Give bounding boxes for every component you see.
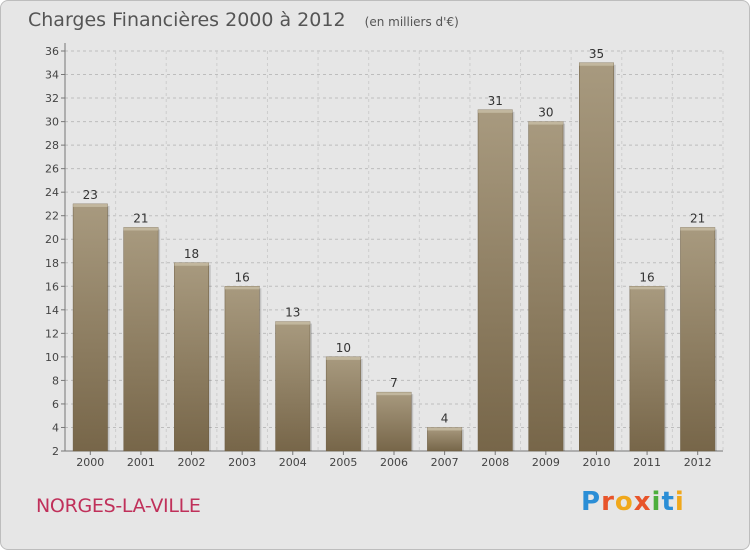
data-label: 21	[133, 211, 148, 225]
bar-2012	[680, 227, 716, 452]
x-tick-label: 2009	[532, 456, 560, 469]
bar-top-highlight	[629, 286, 665, 290]
y-tick-label: 4	[52, 421, 59, 434]
bar-top-highlight	[73, 203, 108, 207]
x-tick-label: 2008	[481, 456, 509, 469]
grid-lines	[64, 50, 724, 452]
y-tick-label: 32	[45, 92, 59, 105]
bar-2007	[427, 427, 463, 452]
x-tick-label: 2007	[431, 456, 459, 469]
x-tick-label: 2011	[633, 456, 661, 469]
y-tick-label: 2	[52, 445, 59, 458]
bar-top-highlight	[275, 321, 310, 325]
data-label: 30	[538, 106, 553, 120]
y-tick-label: 16	[45, 280, 59, 293]
data-labels: 23 21 18 16 13 10 7 4 31 30 35 16 21	[83, 47, 706, 426]
y-tick-label: 6	[52, 398, 59, 411]
y-tick-label: 30	[45, 116, 59, 129]
y-tick-label: 12	[45, 327, 59, 340]
data-label: 4	[441, 411, 449, 425]
y-tick-label: 22	[45, 210, 59, 223]
bar-2008	[477, 109, 513, 452]
y-tick-label: 28	[45, 139, 59, 152]
bar-top-highlight	[123, 227, 159, 231]
proxiti-logo: Proxiti	[581, 487, 685, 517]
y-tick-label: 34	[45, 69, 59, 82]
bar-2009	[528, 121, 564, 452]
data-label: 13	[285, 306, 300, 320]
bar-top-highlight	[680, 227, 715, 231]
bar-top-highlight	[174, 262, 209, 266]
bar-top-highlight	[224, 286, 260, 290]
x-tick-label: 2012	[684, 456, 712, 469]
data-label: 23	[83, 188, 98, 202]
data-label: 7	[390, 376, 398, 390]
bar-2001	[123, 227, 159, 452]
x-tick-label: 2000	[76, 456, 104, 469]
x-tick-label: 2006	[380, 456, 408, 469]
bar-2010	[579, 62, 614, 452]
y-tick-label: 14	[45, 304, 59, 317]
x-tick-label: 2010	[582, 456, 610, 469]
bar-top-highlight	[326, 356, 361, 360]
bar-2000	[72, 203, 108, 452]
bar-top-highlight	[528, 121, 564, 125]
chart-title: Charges Financières 2000 à 2012	[28, 9, 346, 31]
bar-2006	[376, 391, 412, 452]
data-label: 35	[589, 47, 604, 61]
bar-top-highlight	[427, 427, 462, 431]
data-label: 10	[336, 341, 351, 355]
y-tick-label: 18	[45, 257, 59, 270]
bar-2002	[174, 262, 209, 452]
bar-top-highlight	[376, 392, 412, 396]
bar-2005	[325, 356, 361, 452]
data-label: 16	[235, 270, 250, 284]
y-tick-label: 8	[52, 374, 59, 387]
y-tick-label: 10	[45, 351, 59, 364]
bar-2004	[275, 321, 311, 452]
y-tick-label: 24	[45, 186, 59, 199]
x-tick-label: 2004	[279, 456, 307, 469]
title-row: Charges Financières 2000 à 2012 (en mill…	[28, 9, 459, 31]
bar-2011	[629, 286, 665, 452]
y-tick-label: 20	[45, 233, 59, 246]
data-label: 31	[488, 94, 503, 108]
y-tick-label: 26	[45, 163, 59, 176]
x-tick-label: 2001	[127, 456, 155, 469]
bar-top-highlight	[478, 109, 513, 113]
x-tick-label: 2005	[329, 456, 357, 469]
y-tick-label: 36	[45, 45, 59, 58]
commune-name: NORGES-LA-VILLE	[36, 495, 201, 517]
data-label: 16	[639, 270, 654, 284]
data-label: 21	[690, 211, 705, 225]
bar-2003	[224, 286, 260, 452]
chart-subtitle: (en milliers d'€)	[364, 15, 459, 29]
x-tick-label: 2002	[178, 456, 206, 469]
bar-top-highlight	[579, 62, 614, 66]
data-label: 18	[184, 247, 199, 261]
x-tick-label: 2003	[228, 456, 256, 469]
bars	[72, 62, 717, 452]
